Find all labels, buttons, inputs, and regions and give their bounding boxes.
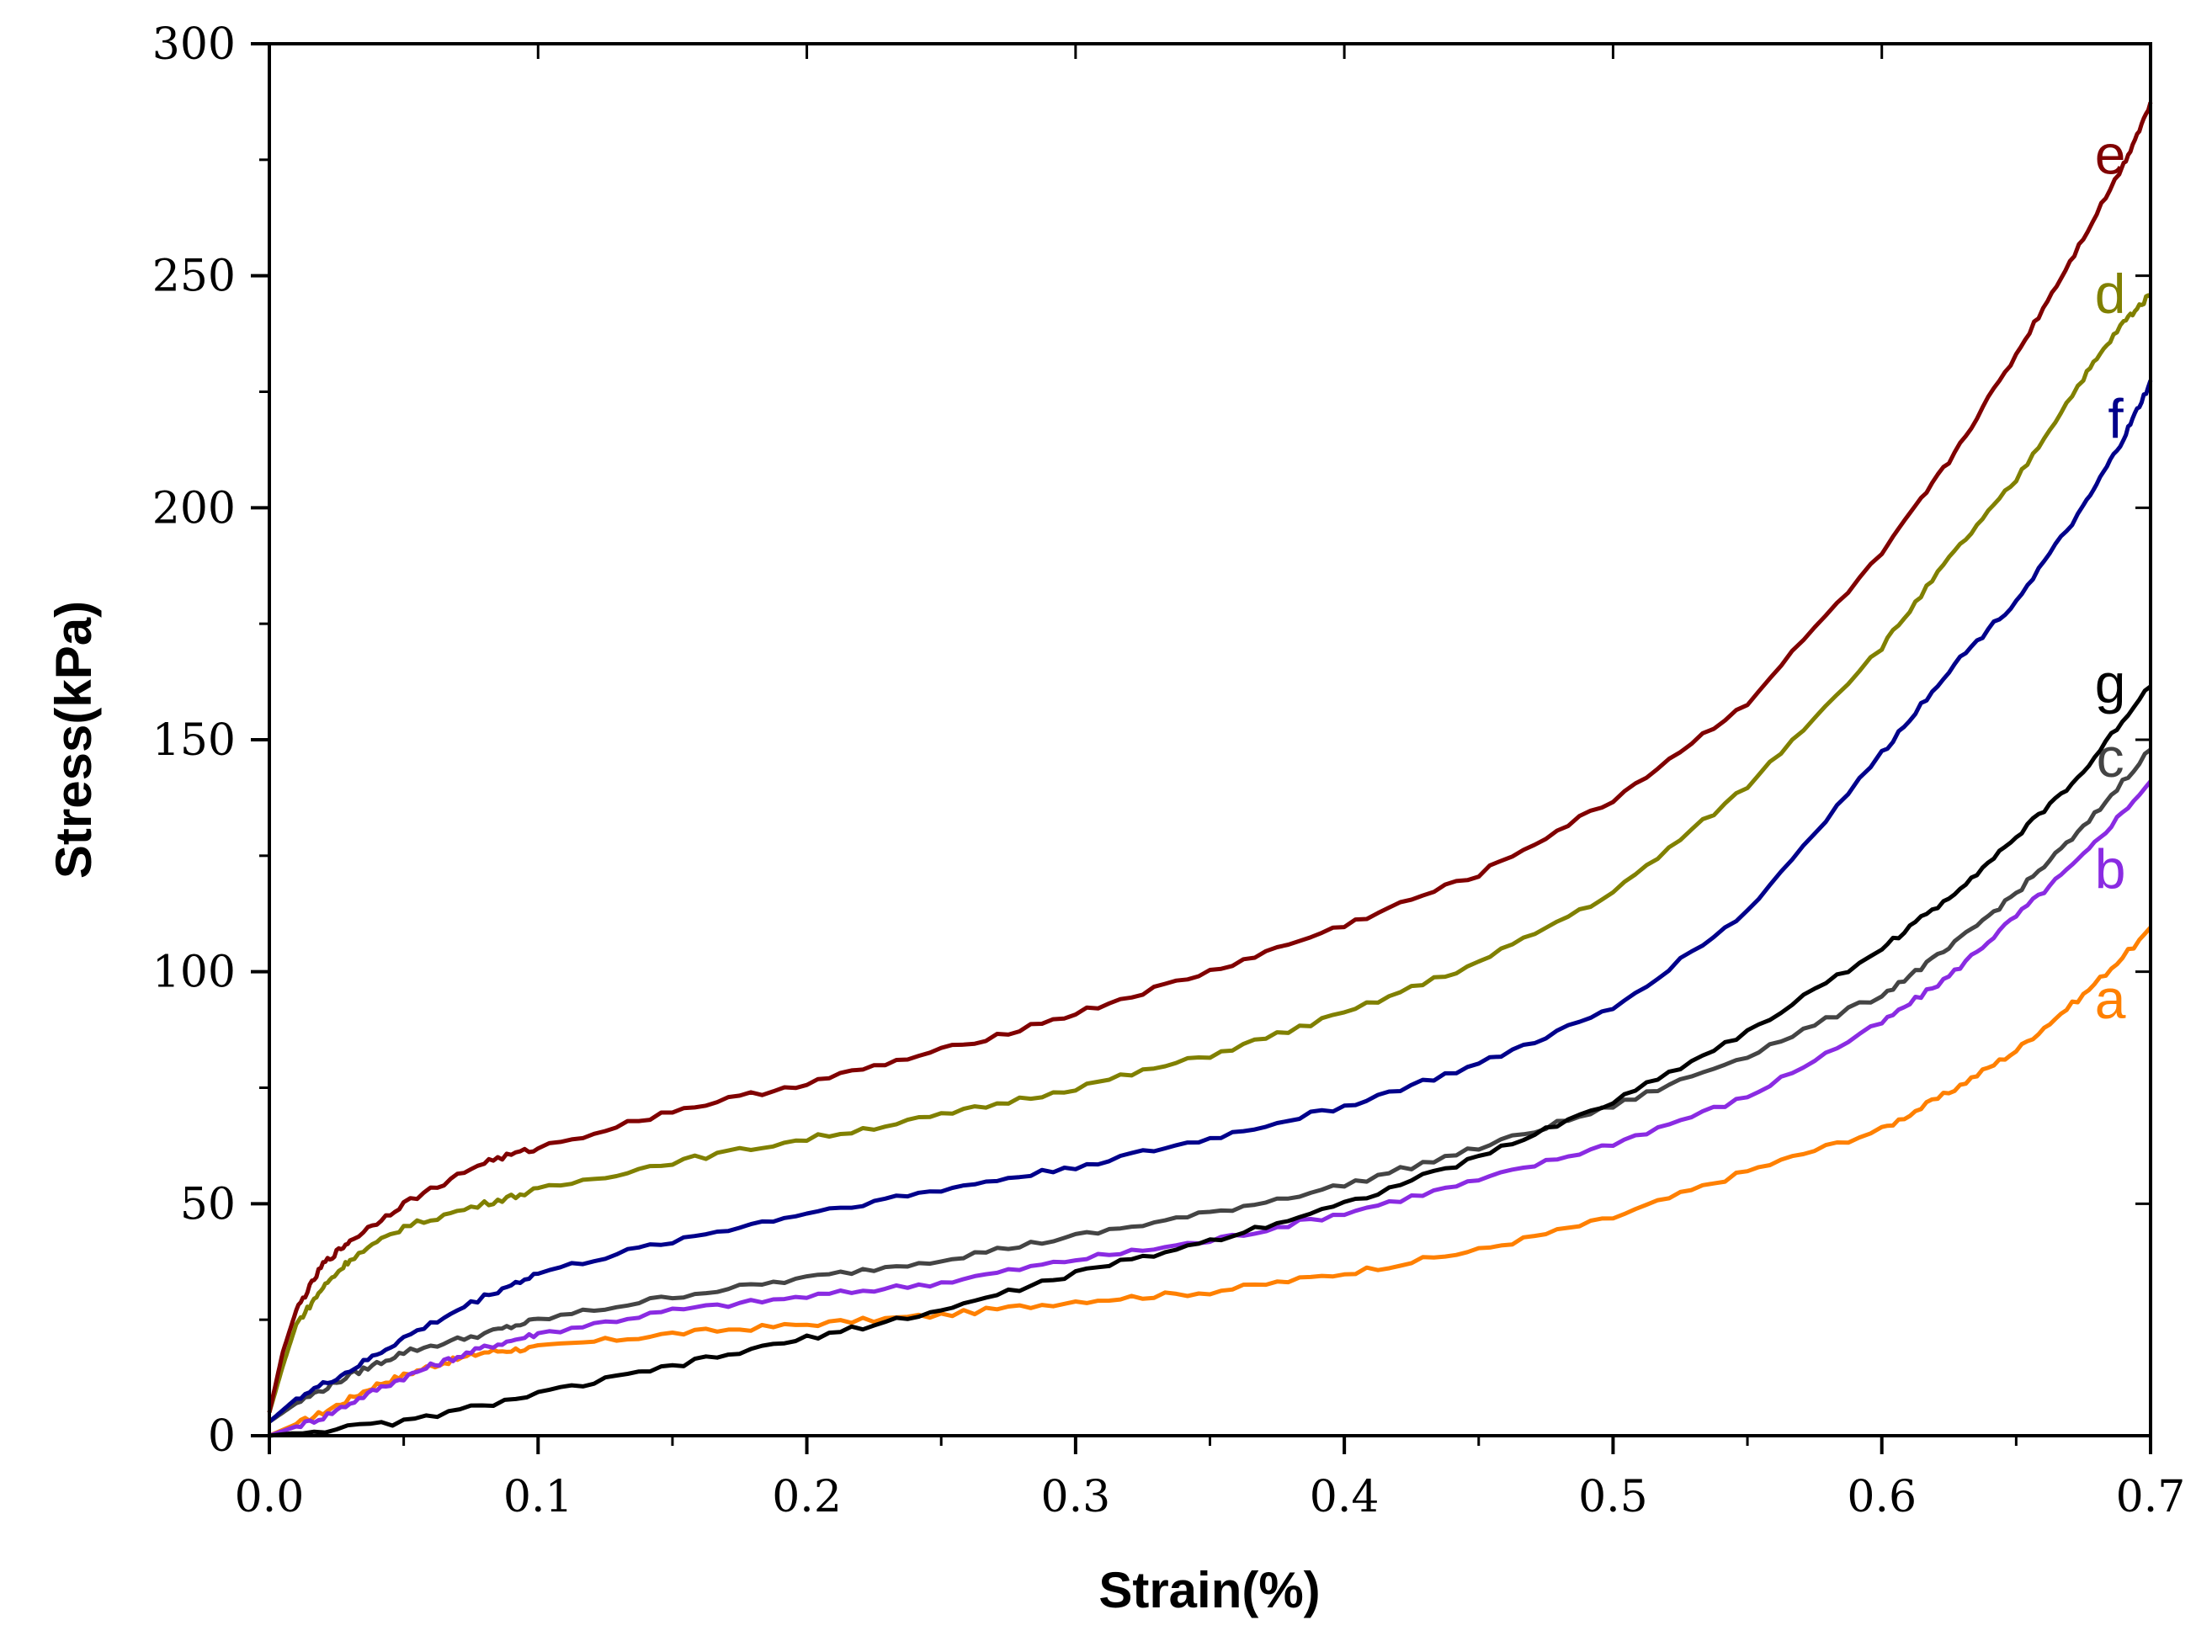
series-line-b	[269, 779, 2152, 1438]
plot-frame	[268, 42, 2152, 1437]
x-tick-label: 0.1	[503, 1472, 573, 1522]
series-line-c	[268, 747, 2152, 1424]
series-line-e	[267, 101, 2153, 1413]
y-tick-label: 200	[152, 483, 236, 534]
x-tick-label: 0.5	[1578, 1472, 1648, 1522]
x-tick-label: 0.0	[235, 1472, 305, 1522]
y-tick-label: 100	[152, 948, 236, 998]
x-tick-label: 0.4	[1310, 1472, 1380, 1522]
x-tick-label: 0.2	[772, 1472, 842, 1522]
y-tick-label: 300	[152, 19, 236, 70]
y-tick-label: 0	[208, 1411, 236, 1462]
series-label-g: g	[2095, 652, 2126, 714]
x-tick-label: 0.6	[1847, 1472, 1917, 1522]
series-label-a: a	[2095, 968, 2126, 1030]
x-tick-label: 0.3	[1041, 1472, 1111, 1522]
series-labels-layer: e d f gcb a	[2095, 123, 2126, 1029]
series-line-d	[267, 293, 2152, 1414]
series-line-g	[269, 684, 2152, 1438]
series-label-b: b	[2095, 837, 2126, 900]
x-axis-title: Strain(%)	[1098, 1562, 1320, 1618]
series-label-d: d	[2095, 263, 2126, 325]
x-tick-label: 0.7	[2116, 1472, 2186, 1522]
series-line-f	[268, 380, 2153, 1424]
y-axis-title: Stress(kPa)	[45, 601, 102, 879]
y-tick-label: 250	[152, 252, 236, 302]
series-label-c: c	[2097, 726, 2124, 789]
ticks-layer: 0.0 0.1 0.2 0.3 0.4 0.5 0.6 0.7 0 50 100 150 200 250 3…	[152, 19, 2186, 1522]
y-tick-label: 150	[152, 715, 236, 766]
series-label-e: e	[2095, 123, 2126, 185]
series-layer	[267, 101, 2153, 1438]
series-label-f: f	[2108, 388, 2124, 450]
y-tick-label: 50	[180, 1179, 236, 1230]
